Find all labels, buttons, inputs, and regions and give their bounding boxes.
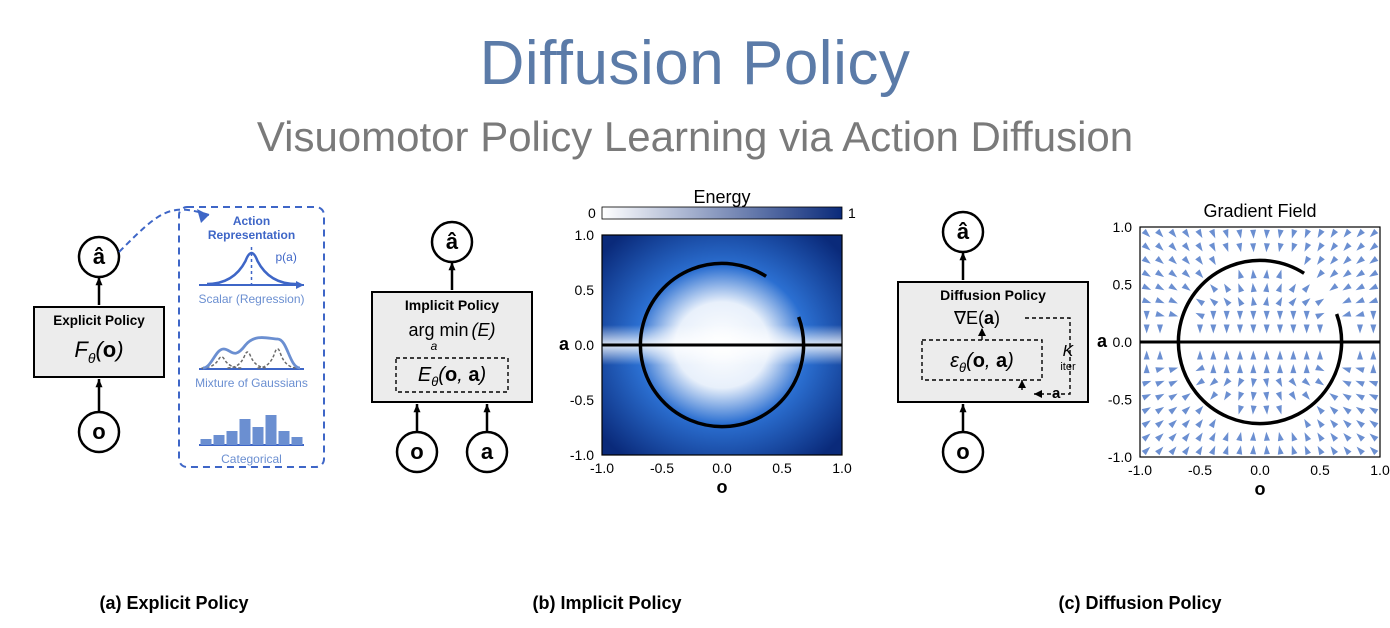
panel-diffusion: Diffusion Policy∇E(a)εθ(o, a)KiteraoâGra…: [880, 187, 1390, 614]
svg-text:1.0: 1.0: [1370, 462, 1390, 478]
svg-text:o: o: [717, 477, 728, 497]
svg-text:a: a: [559, 334, 570, 354]
svg-text:Gradient Field: Gradient Field: [1203, 201, 1316, 221]
svg-text:o: o: [92, 419, 105, 444]
svg-text:0.0: 0.0: [1250, 462, 1270, 478]
svg-text:0.0: 0.0: [575, 337, 595, 353]
caption-a: (a) Explicit Policy: [99, 593, 248, 614]
page-subtitle: Visuomotor Policy Learning via Action Di…: [0, 113, 1390, 161]
svg-text:1.0: 1.0: [575, 227, 595, 243]
svg-text:iter: iter: [1060, 361, 1076, 373]
diagram-implicit: Implicit Policyarg min(E)aEθ(o, a)oaâ01E…: [342, 187, 872, 497]
svg-text:0.5: 0.5: [575, 282, 595, 298]
svg-text:Implicit Policy: Implicit Policy: [405, 297, 499, 313]
svg-text:0.5: 0.5: [1113, 277, 1133, 293]
svg-text:-0.5: -0.5: [650, 460, 674, 476]
svg-text:-1.0: -1.0: [1128, 462, 1152, 478]
svg-text:0.5: 0.5: [1310, 462, 1330, 478]
diagram-explicit: Explicit Policy Fθ(o) o â ActionRepresentati…: [14, 187, 334, 497]
svg-text:o: o: [956, 439, 969, 464]
svg-text:Eθ(o, a): Eθ(o, a): [418, 364, 486, 389]
svg-text:Categorical: Categorical: [221, 452, 282, 466]
svg-text:0.0: 0.0: [712, 460, 732, 476]
svg-text:Fθ(o): Fθ(o): [74, 337, 123, 366]
svg-text:Explicit Policy: Explicit Policy: [53, 313, 145, 328]
svg-text:-1.0: -1.0: [590, 460, 614, 476]
svg-text:-0.5: -0.5: [1188, 462, 1212, 478]
page-title: Diffusion Policy: [0, 28, 1390, 99]
svg-text:Mixture of Gaussians: Mixture of Gaussians: [195, 376, 308, 390]
svg-text:p(a): p(a): [276, 250, 297, 264]
svg-text:a: a: [1097, 331, 1108, 351]
svg-text:a: a: [1052, 385, 1061, 402]
caption-b: (b) Implicit Policy: [532, 593, 681, 614]
svg-text:a: a: [481, 439, 494, 464]
svg-text:â: â: [446, 229, 459, 254]
diagram-diffusion: Diffusion Policy∇E(a)εθ(o, a)KiteraoâGra…: [880, 187, 1390, 497]
title-block: Diffusion Policy Visuomotor Policy Learn…: [0, 0, 1390, 179]
panel-implicit: Implicit Policyarg min(E)aEθ(o, a)oaâ01E…: [342, 187, 872, 614]
svg-text:-0.5: -0.5: [1108, 392, 1132, 408]
svg-text:0.0: 0.0: [1113, 334, 1133, 350]
svg-text:o: o: [1255, 479, 1266, 497]
svg-text:Action: Action: [233, 214, 270, 228]
panel-explicit: Explicit Policy Fθ(o) o â ActionRepresentati…: [14, 187, 334, 614]
svg-text:â: â: [93, 244, 106, 269]
svg-text:arg min(E): arg min(E): [408, 320, 495, 340]
svg-text:0.5: 0.5: [772, 460, 792, 476]
svg-text:0: 0: [588, 205, 596, 221]
svg-text:-0.5: -0.5: [570, 392, 594, 408]
svg-text:1.0: 1.0: [1113, 219, 1133, 235]
svg-text:Representation: Representation: [208, 228, 295, 242]
panels-row: Explicit Policy Fθ(o) o â ActionRepresentati…: [0, 179, 1390, 628]
svg-text:∇E(a): ∇E(a): [953, 308, 1000, 328]
svg-text:1: 1: [848, 205, 856, 221]
svg-text:1.0: 1.0: [832, 460, 852, 476]
caption-c: (c) Diffusion Policy: [1058, 593, 1221, 614]
svg-text:o: o: [410, 439, 423, 464]
svg-text:Scalar (Regression): Scalar (Regression): [198, 292, 304, 306]
svg-text:K: K: [1063, 343, 1075, 360]
svg-text:a: a: [431, 339, 438, 353]
svg-text:Diffusion Policy: Diffusion Policy: [940, 287, 1046, 303]
svg-text:â: â: [957, 219, 970, 244]
svg-text:Energy: Energy: [693, 187, 750, 207]
